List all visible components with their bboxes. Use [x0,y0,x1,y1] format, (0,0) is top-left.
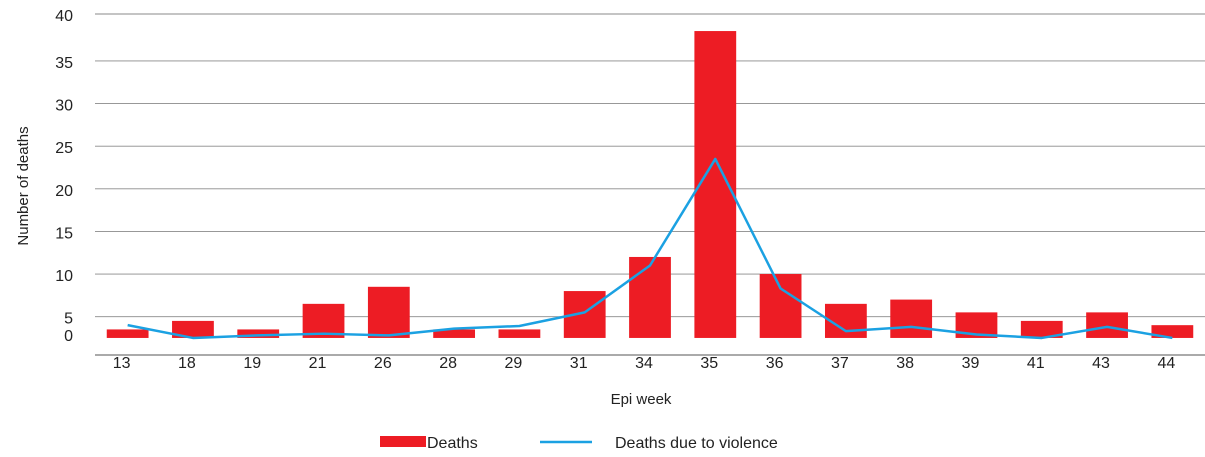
x-tick-label: 34 [635,355,653,372]
y-axis-title: Number of deaths [15,126,32,245]
x-tick-label: 35 [700,355,718,372]
y-tick-label: 40 [55,8,73,25]
y-tick-label: 10 [55,268,73,285]
y-tick-labels: 05 10 15 20 25 30 35 40 [55,8,73,345]
x-tick-label: 29 [505,355,523,372]
y-tick-label: 0 [64,328,73,345]
y-tick-label: 25 [55,140,73,157]
x-tick-label: 37 [831,355,849,372]
legend-deaths-swatch [380,436,426,447]
x-tick-label: 44 [1157,355,1175,372]
deaths-bar [368,287,410,338]
x-tick-label: 43 [1092,355,1110,372]
x-tick-label: 26 [374,355,392,372]
deaths-bar [107,329,149,338]
x-tick-label: 41 [1027,355,1045,372]
y-tick-label: 15 [55,225,73,242]
legend: Deaths Deaths due to violence [380,435,778,452]
x-axis-title: Epi week [611,391,672,408]
x-tick-label: 13 [113,355,131,372]
deaths-bars [107,31,1193,338]
deaths-bar [1086,312,1128,338]
x-tick-label: 39 [962,355,980,372]
legend-violence-label: Deaths due to violence [615,435,778,452]
x-tick-label: 38 [896,355,914,372]
deaths-bar [629,257,671,338]
y-tick-label: 30 [55,98,73,115]
y-tick-label: 5 [64,311,73,328]
x-tick-label: 19 [243,355,261,372]
legend-deaths-label: Deaths [427,435,478,452]
x-tick-label: 31 [570,355,588,372]
deaths-bar [760,274,802,338]
deaths-bar [890,300,932,338]
x-tick-label: 36 [766,355,784,372]
y-tick-label: 20 [55,183,73,200]
x-tick-label: 21 [309,355,327,372]
x-tick-label: 18 [178,355,196,372]
deaths-bar [499,329,541,338]
y-tick-label: 35 [55,55,73,72]
x-tick-labels: 13 18 19 21 26 28 29 31 34 35 36 37 38 39 41 43 44 [113,355,1176,372]
x-tick-label: 28 [439,355,457,372]
